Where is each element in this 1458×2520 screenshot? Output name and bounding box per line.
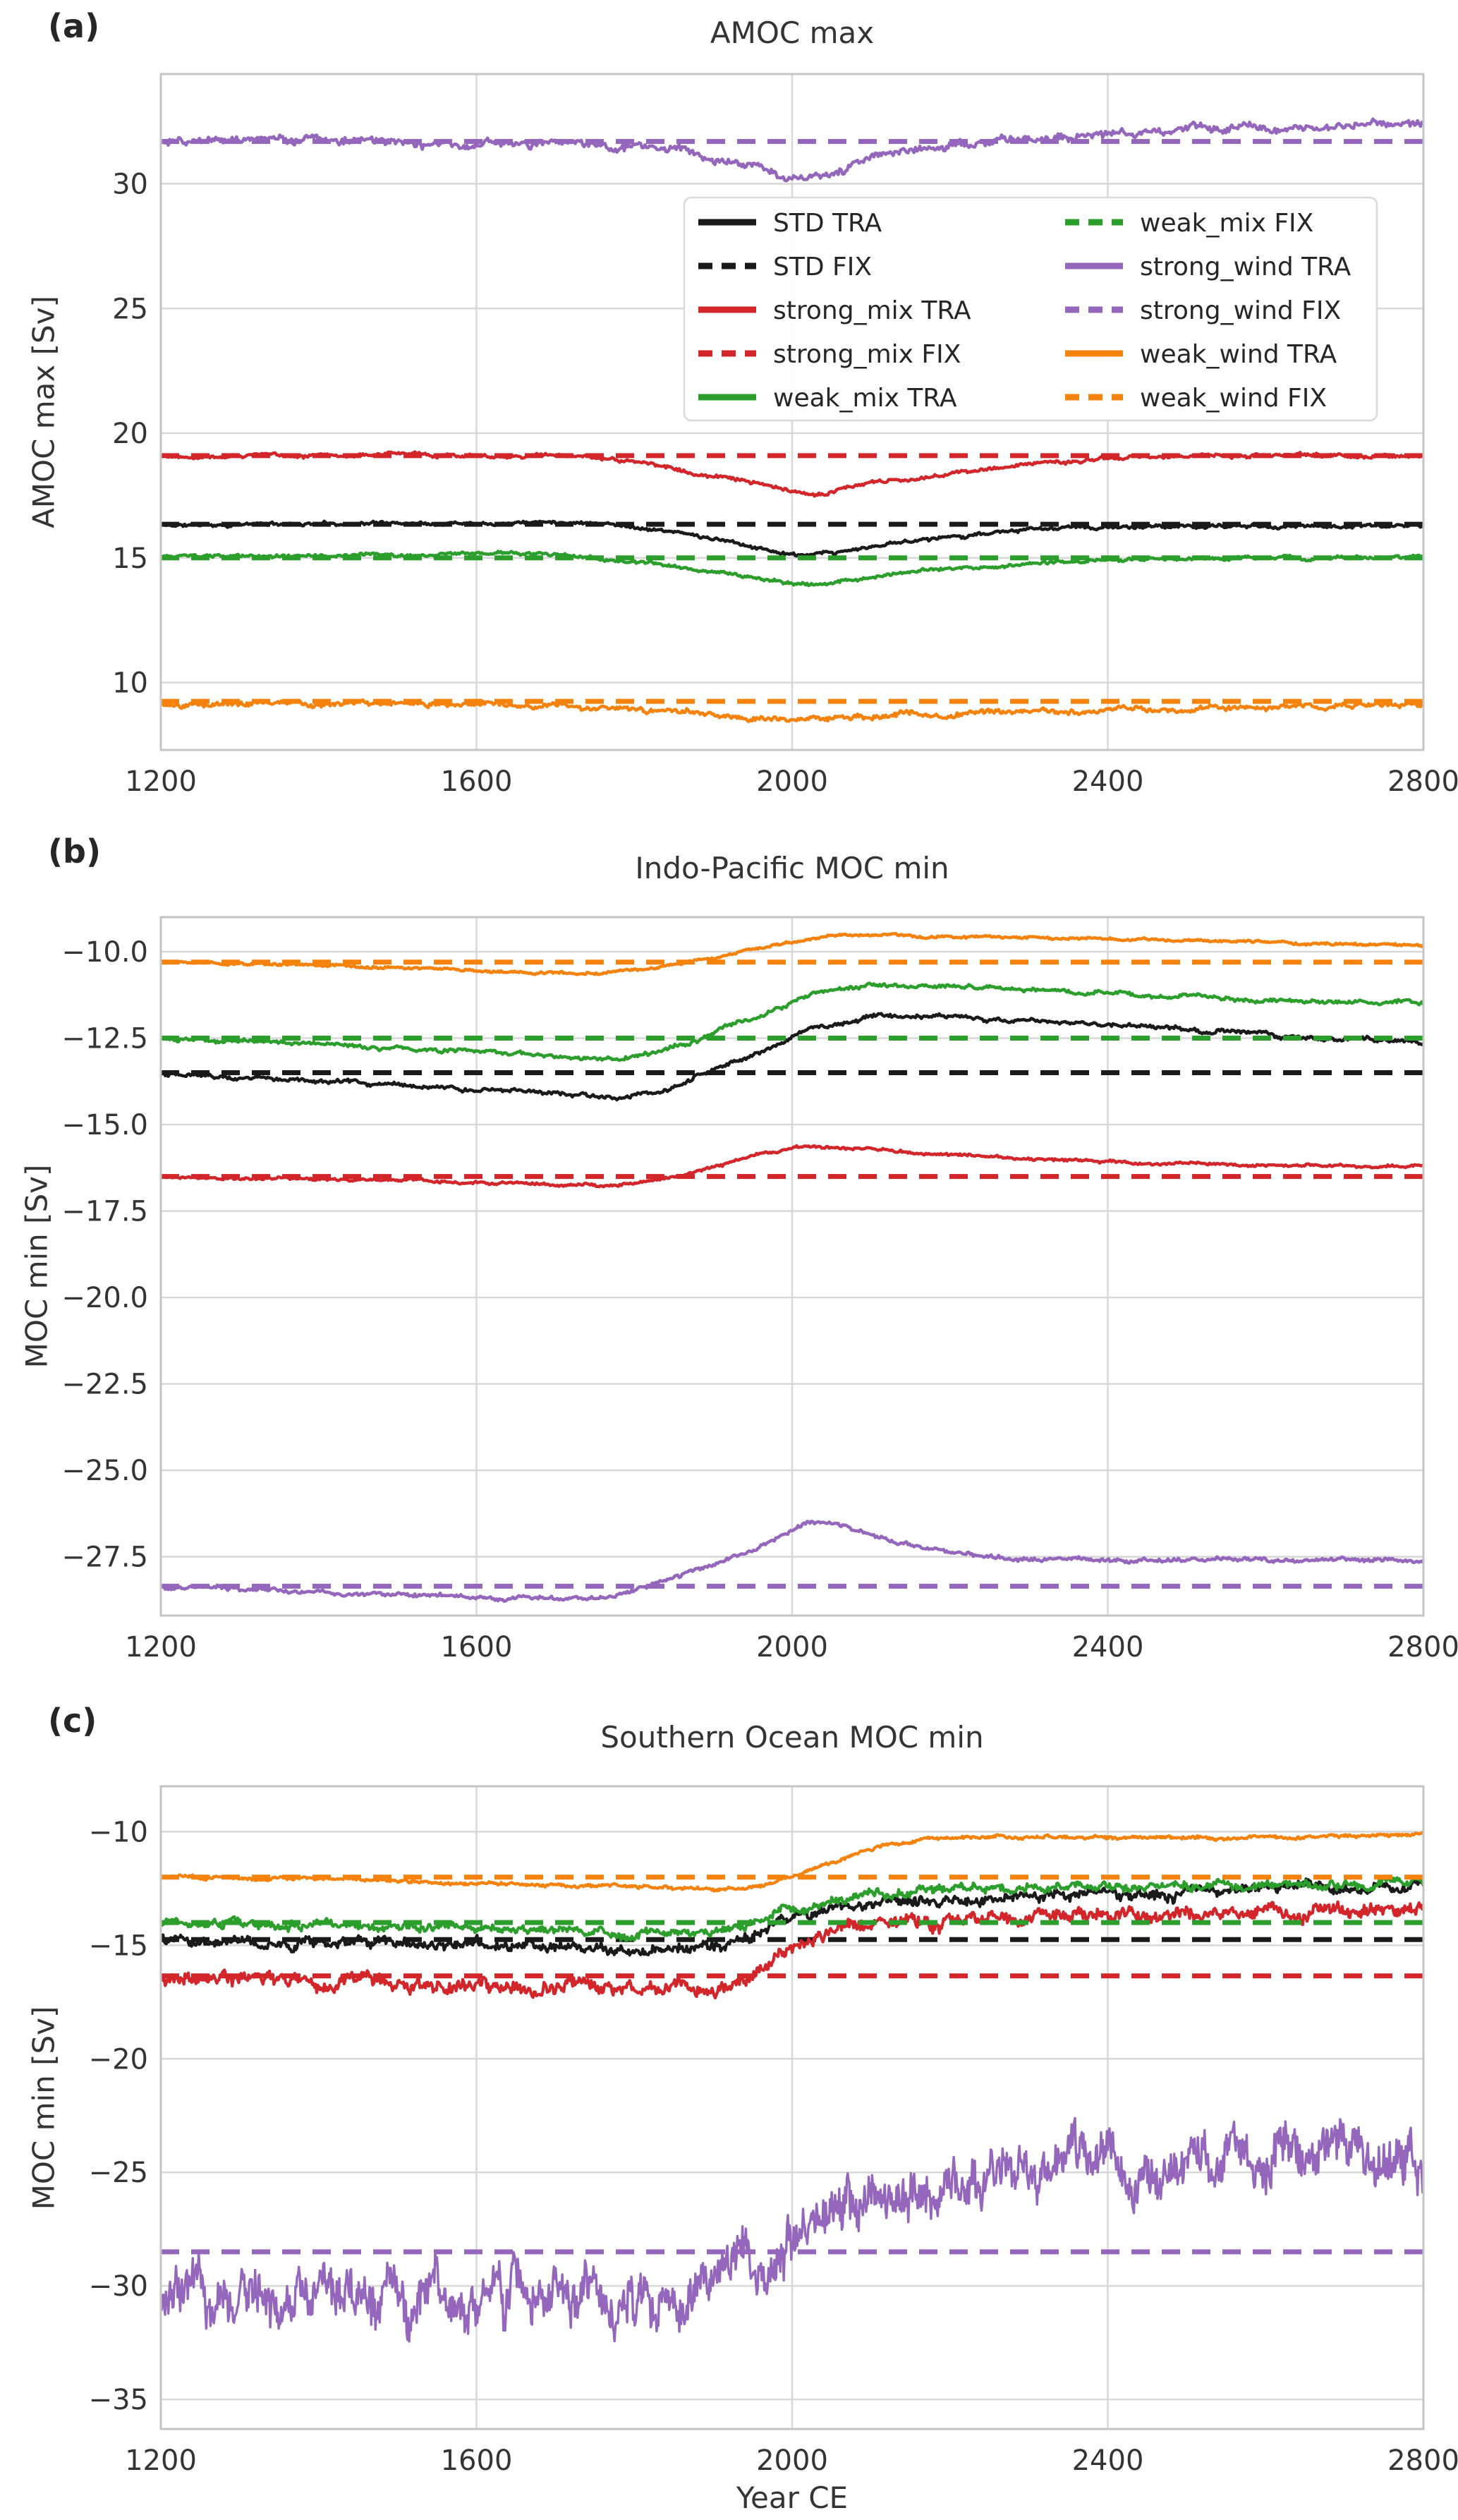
series-strong-mix-tra xyxy=(161,1144,1423,1189)
legend-label: weak_mix FIX xyxy=(1140,209,1313,238)
y-tick-label: −25.0 xyxy=(61,1455,148,1487)
y-tick-label: 25 xyxy=(112,293,148,325)
y-tick-label: −17.5 xyxy=(61,1196,148,1228)
plot-border xyxy=(159,1785,1425,2430)
panel-c: 1200 1600 2000 2400 2800 −10 −15 −20 −25 −30 −35 xyxy=(89,1785,1458,2477)
y-tick-label: 30 xyxy=(112,169,148,201)
y-tick-label: −25 xyxy=(89,2157,148,2189)
panel-a-ylabel: AMOC max [Sv] xyxy=(26,296,61,528)
series-strong-wind-tra xyxy=(161,1520,1423,1604)
series-group xyxy=(161,1831,1423,2343)
x-tick-label: 1600 xyxy=(441,765,513,798)
x-tick-label: 1200 xyxy=(125,2445,197,2477)
y-tick-label: −22.5 xyxy=(61,1369,148,1401)
series-strong-wind-tra xyxy=(161,117,1423,183)
series-strong-wind-tra xyxy=(161,2116,1423,2343)
x-tick-label: 1200 xyxy=(125,765,197,798)
series-group xyxy=(161,117,1423,723)
panel-c-title: Southern Ocean MOC min xyxy=(600,1720,984,1755)
x-tick-label: 2400 xyxy=(1072,1631,1144,1664)
series-weak-mix-tra xyxy=(161,981,1423,1062)
legend-entry: strong_mix FIX xyxy=(698,340,961,369)
legend-label: weak_wind FIX xyxy=(1140,384,1327,413)
legend-entry: STD TRA xyxy=(698,209,882,238)
y-tick-label: −10 xyxy=(89,1816,148,1848)
panel-a-letter: (a) xyxy=(48,7,100,45)
legend-label: STD FIX xyxy=(773,253,872,281)
legend-entry: strong_wind FIX xyxy=(1065,296,1341,325)
y-tick-label: −27.5 xyxy=(61,1541,148,1574)
series-group xyxy=(161,932,1423,1604)
x-tick-label: 2400 xyxy=(1072,2445,1144,2477)
legend-entry: strong_wind TRA xyxy=(1065,253,1351,281)
legend-label: STD TRA xyxy=(773,209,882,238)
series-weak-mix-tra xyxy=(161,550,1423,588)
series-strong-mix-tra xyxy=(161,1900,1423,2000)
legend-label: strong_mix TRA xyxy=(773,296,971,325)
x-tick-label: 2000 xyxy=(756,765,828,798)
panel-c-ylabel: MOC min [Sv] xyxy=(26,2006,61,2210)
series-weak-wind-tra xyxy=(161,698,1423,723)
x-tick-label: 1600 xyxy=(441,1631,513,1664)
y-tick-label: −35 xyxy=(89,2384,148,2416)
series-weak-mix-tra xyxy=(161,1875,1423,1943)
y-tick-label: 20 xyxy=(112,418,148,450)
y-tick-label: −15.0 xyxy=(61,1109,148,1141)
plot-border xyxy=(159,73,1425,751)
legend-label: strong_wind TRA xyxy=(1140,253,1351,281)
y-tick-label: −12.5 xyxy=(61,1023,148,1055)
legend-entry: strong_mix TRA xyxy=(698,296,971,325)
series-std-tra xyxy=(161,1012,1423,1102)
series-weak-wind-tra xyxy=(161,932,1423,976)
legend-label: weak_mix TRA xyxy=(773,384,957,413)
y-tick-label: −10.0 xyxy=(61,936,148,969)
x-tick-label: 2000 xyxy=(756,1631,828,1664)
panel-b-ylabel: MOC min [Sv] xyxy=(19,1164,54,1369)
series-strong-mix-tra xyxy=(161,450,1423,498)
panel-a-title: AMOC max xyxy=(710,16,875,50)
legend-entry: weak_wind FIX xyxy=(1065,384,1327,413)
y-tick-label: −20 xyxy=(89,2043,148,2076)
series-weak-wind-tra xyxy=(161,1831,1423,1893)
x-tick-label: 2400 xyxy=(1072,765,1144,798)
panel-b-letter: (b) xyxy=(48,832,101,871)
x-tick-label: 1600 xyxy=(441,2445,513,2477)
x-tick-label: 2800 xyxy=(1387,2445,1458,2477)
legend-box xyxy=(683,196,1378,422)
x-tick-label: 2000 xyxy=(756,2445,828,2477)
x-tick-label: 1200 xyxy=(125,1631,197,1664)
panel-c-letter: (c) xyxy=(48,1702,97,1740)
y-tick-label: −20.0 xyxy=(61,1282,148,1314)
x-tick-label: 2800 xyxy=(1387,765,1458,798)
legend: STD TRA STD FIX strong_mix TRA strong_mix F… xyxy=(683,196,1378,422)
legend-entry: STD FIX xyxy=(698,253,872,281)
x-axis-label: Year CE xyxy=(736,2480,849,2515)
legend-entry: weak_mix FIX xyxy=(1065,209,1313,238)
panel-b: 1200 1600 2000 2400 2800 −10.0 −12.5 −15.0 −17.5… xyxy=(61,916,1458,1664)
series-std-tra xyxy=(161,519,1423,558)
plot-border xyxy=(159,916,1425,1617)
legend-entry: weak_mix TRA xyxy=(698,384,957,413)
legend-entry: weak_wind TRA xyxy=(1065,340,1337,369)
legend-label: strong_mix FIX xyxy=(773,340,961,369)
y-tick-label: −30 xyxy=(89,2270,148,2303)
legend-label: weak_wind TRA xyxy=(1140,340,1337,369)
y-tick-label: −15 xyxy=(89,1930,148,1962)
y-tick-label: 15 xyxy=(112,543,148,575)
legend-label: strong_wind FIX xyxy=(1140,296,1341,325)
panel-b-title: Indo-Pacific MOC min xyxy=(635,851,949,885)
y-tick-label: 10 xyxy=(112,667,148,700)
x-tick-label: 2800 xyxy=(1387,1631,1458,1664)
series-std-tra xyxy=(161,1877,1423,1957)
